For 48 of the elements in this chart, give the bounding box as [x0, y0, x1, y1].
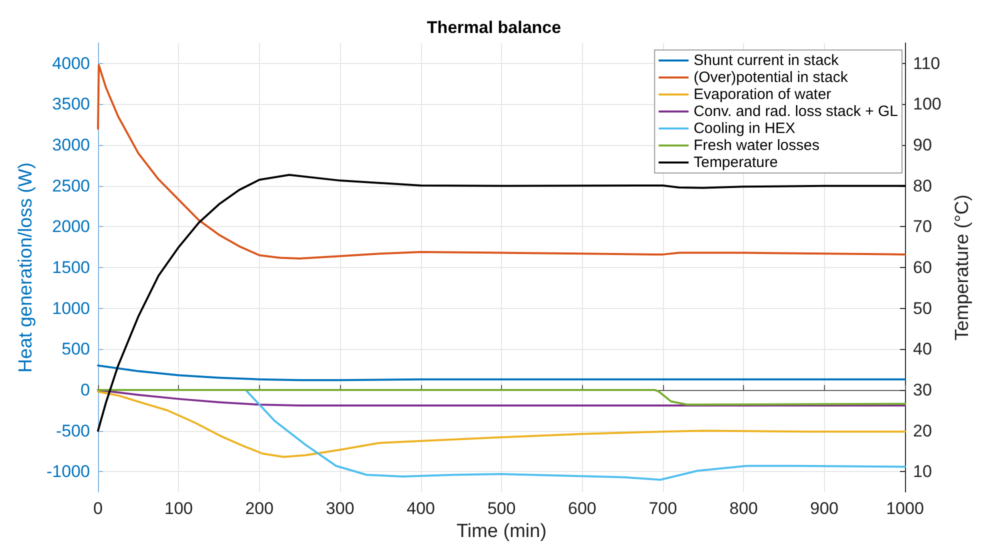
chart-title: Thermal balance [426, 18, 562, 37]
legend-label: Temperature [694, 154, 778, 171]
y-tick-label: 3500 [52, 94, 90, 114]
legend-label: Fresh water losses [694, 137, 820, 154]
y2-tick-label: 20 [913, 421, 932, 440]
y-tick-label: 500 [62, 340, 90, 359]
legend-label: (Over)potential in stack [694, 69, 848, 86]
x-tick-label: 600 [568, 499, 596, 518]
y2-tick-label: 110 [913, 54, 940, 73]
y2-tick-label: 30 [913, 380, 932, 400]
legend-label: Evaporation of water [694, 86, 832, 103]
line-series [244, 388, 906, 481]
y-tick-label: -1000 [46, 462, 90, 482]
line-series [97, 364, 906, 382]
y-tick-label: 1500 [52, 258, 90, 277]
y-tick-label: 4000 [52, 54, 90, 73]
y-tick-label: 3000 [52, 136, 90, 155]
x-tick-label: 500 [487, 499, 516, 518]
y-tick-label: 2500 [52, 176, 90, 196]
x-tick-label: 200 [245, 499, 274, 518]
x-tick-label: 800 [729, 499, 758, 518]
x-tick-label: 400 [406, 499, 435, 518]
x-tick-label: 900 [810, 499, 838, 518]
line-series [97, 174, 906, 432]
y2-tick-label: 40 [913, 340, 932, 359]
y-tick-label: -500 [56, 421, 90, 440]
line-series [97, 64, 906, 260]
y2-tick-label: 90 [913, 136, 932, 155]
x-tick-label: 700 [648, 499, 678, 518]
y-tick-label: 1000 [52, 298, 90, 318]
y2-tick-label: 10 [913, 462, 932, 482]
legend-label: Cooling in HEX [694, 120, 796, 137]
y2-tick-label: 50 [913, 298, 932, 318]
x-tick-label: 1000 [886, 499, 924, 518]
x-axis-title: Time (min) [456, 521, 547, 542]
y2-tick-label: 60 [913, 258, 932, 277]
x-tick-label: 0 [93, 499, 103, 518]
y2-tick-label: 100 [913, 94, 942, 114]
y-tick-label: 2000 [52, 217, 90, 236]
x-tick-label: 300 [326, 499, 354, 518]
y-axis-title: Heat generation/loss (W) [16, 162, 37, 373]
x-tick-label: 100 [164, 499, 193, 518]
legend-label: Shunt current in stack [694, 52, 840, 69]
y-tick-label: 0 [80, 380, 90, 400]
y2-axis-title: Temperature (°C) [952, 194, 973, 340]
y2-tick-label: 70 [913, 217, 932, 236]
y2-tick-label: 80 [913, 176, 932, 196]
legend-label: Conv. and rad. loss stack + GL [694, 103, 898, 120]
